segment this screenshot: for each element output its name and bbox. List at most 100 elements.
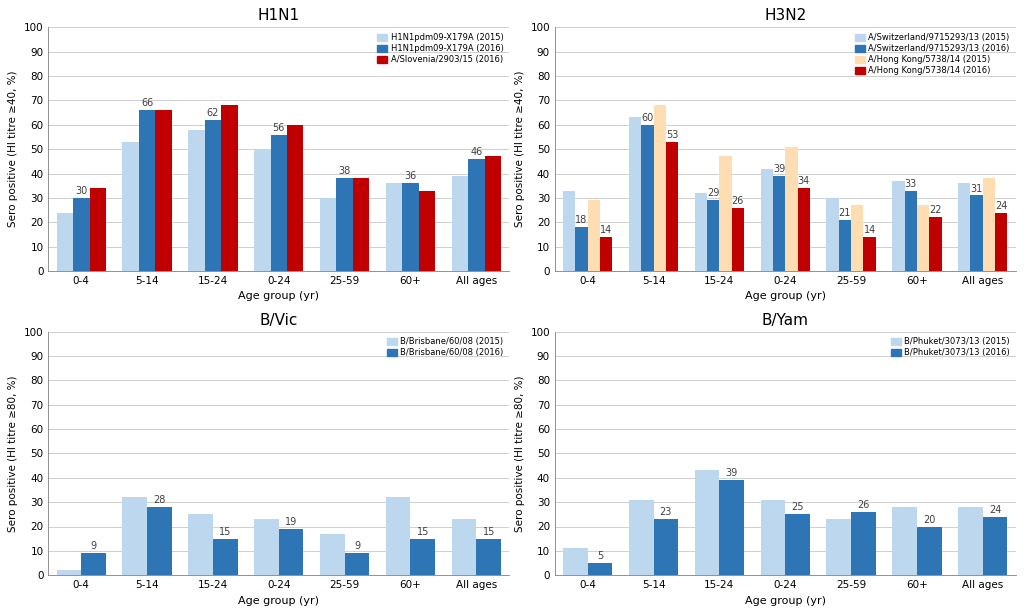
Bar bbox=[81, 553, 105, 575]
Bar bbox=[156, 110, 172, 271]
Bar bbox=[213, 538, 238, 575]
Bar bbox=[476, 538, 501, 575]
Text: 29: 29 bbox=[707, 188, 720, 198]
Bar bbox=[653, 519, 678, 575]
Text: 46: 46 bbox=[470, 147, 482, 157]
Title: B/Vic: B/Vic bbox=[260, 313, 298, 327]
Bar bbox=[56, 212, 73, 271]
Bar bbox=[452, 176, 468, 271]
Bar bbox=[641, 125, 653, 271]
Legend: H1N1pdm09-X179A (2015), H1N1pdm09-X179A (2016), A/Slovenia/2903/15 (2016): H1N1pdm09-X179A (2015), H1N1pdm09-X179A … bbox=[376, 31, 505, 66]
Bar bbox=[863, 237, 876, 271]
Bar bbox=[279, 529, 303, 575]
Bar bbox=[563, 548, 588, 575]
Bar bbox=[287, 125, 303, 271]
Bar bbox=[995, 212, 1008, 271]
Y-axis label: Sero positive (HI titre ≥40, %): Sero positive (HI titre ≥40, %) bbox=[8, 71, 18, 227]
Bar bbox=[761, 500, 785, 575]
Bar bbox=[345, 553, 370, 575]
Text: 26: 26 bbox=[857, 500, 869, 510]
Bar bbox=[694, 470, 720, 575]
Bar bbox=[56, 570, 81, 575]
Bar bbox=[629, 500, 653, 575]
Bar bbox=[983, 179, 995, 271]
Bar bbox=[904, 190, 916, 271]
X-axis label: Age group (yr): Age group (yr) bbox=[744, 596, 825, 605]
Bar bbox=[147, 507, 172, 575]
Bar bbox=[353, 179, 370, 271]
Bar bbox=[588, 200, 600, 271]
Bar bbox=[123, 497, 147, 575]
Text: 38: 38 bbox=[339, 166, 351, 176]
Text: 25: 25 bbox=[792, 502, 804, 512]
Bar bbox=[123, 142, 139, 271]
Text: 60: 60 bbox=[641, 113, 653, 123]
Bar bbox=[629, 117, 641, 271]
Bar bbox=[929, 217, 942, 271]
Bar bbox=[958, 183, 971, 271]
Text: 24: 24 bbox=[989, 505, 1001, 515]
Title: H3N2: H3N2 bbox=[764, 9, 806, 23]
Bar bbox=[139, 110, 156, 271]
Bar bbox=[588, 563, 612, 575]
Text: 30: 30 bbox=[75, 186, 87, 196]
Bar bbox=[468, 159, 484, 271]
Text: 5: 5 bbox=[597, 551, 603, 561]
Text: 9: 9 bbox=[354, 542, 360, 551]
Bar bbox=[851, 205, 863, 271]
Text: 39: 39 bbox=[726, 468, 738, 478]
Bar bbox=[205, 120, 221, 271]
Text: 28: 28 bbox=[154, 495, 166, 505]
Bar bbox=[575, 227, 588, 271]
Legend: B/Phuket/3073/13 (2015), B/Phuket/3073/13 (2016): B/Phuket/3073/13 (2015), B/Phuket/3073/1… bbox=[889, 336, 1012, 359]
Text: 23: 23 bbox=[659, 507, 672, 517]
Text: 39: 39 bbox=[773, 164, 785, 174]
Bar bbox=[720, 157, 732, 271]
Bar bbox=[785, 147, 798, 271]
Bar bbox=[452, 519, 476, 575]
Bar bbox=[254, 519, 279, 575]
Bar bbox=[221, 105, 238, 271]
Legend: B/Brisbane/60/08 (2015), B/Brisbane/60/08 (2016): B/Brisbane/60/08 (2015), B/Brisbane/60/0… bbox=[385, 336, 505, 359]
Bar bbox=[916, 526, 942, 575]
Bar bbox=[983, 517, 1008, 575]
Text: 66: 66 bbox=[141, 98, 154, 108]
Bar bbox=[916, 205, 929, 271]
Text: 9: 9 bbox=[90, 542, 96, 551]
Text: 26: 26 bbox=[732, 196, 744, 206]
Bar bbox=[732, 208, 744, 271]
Text: 20: 20 bbox=[923, 515, 936, 524]
Bar bbox=[761, 169, 773, 271]
Bar bbox=[851, 512, 876, 575]
X-axis label: Age group (yr): Age group (yr) bbox=[239, 596, 319, 605]
Bar bbox=[839, 220, 851, 271]
Bar bbox=[773, 176, 785, 271]
Text: 22: 22 bbox=[929, 206, 942, 216]
Text: 18: 18 bbox=[575, 215, 588, 225]
Bar bbox=[798, 188, 810, 271]
Bar bbox=[826, 198, 839, 271]
Text: 15: 15 bbox=[482, 527, 495, 537]
Text: 36: 36 bbox=[404, 171, 417, 181]
Bar bbox=[188, 130, 205, 271]
Bar bbox=[188, 515, 213, 575]
X-axis label: Age group (yr): Age group (yr) bbox=[239, 292, 319, 301]
Bar bbox=[694, 193, 707, 271]
X-axis label: Age group (yr): Age group (yr) bbox=[744, 292, 825, 301]
Legend: A/Switzerland/9715293/13 (2015), A/Switzerland/9715293/13 (2016), A/Hong Kong/57: A/Switzerland/9715293/13 (2015), A/Switz… bbox=[853, 31, 1012, 77]
Title: H1N1: H1N1 bbox=[258, 9, 300, 23]
Bar bbox=[785, 515, 810, 575]
Bar bbox=[319, 198, 337, 271]
Bar bbox=[254, 149, 270, 271]
Bar bbox=[411, 538, 435, 575]
Text: 62: 62 bbox=[207, 108, 219, 118]
Text: 56: 56 bbox=[272, 123, 285, 133]
Bar bbox=[958, 507, 983, 575]
Bar bbox=[270, 134, 287, 271]
Y-axis label: Sero positive (HI titre ≥80, %): Sero positive (HI titre ≥80, %) bbox=[515, 375, 524, 532]
Bar bbox=[971, 195, 983, 271]
Text: 21: 21 bbox=[839, 208, 851, 218]
Bar bbox=[73, 198, 89, 271]
Text: 15: 15 bbox=[219, 527, 231, 537]
Bar bbox=[386, 183, 402, 271]
